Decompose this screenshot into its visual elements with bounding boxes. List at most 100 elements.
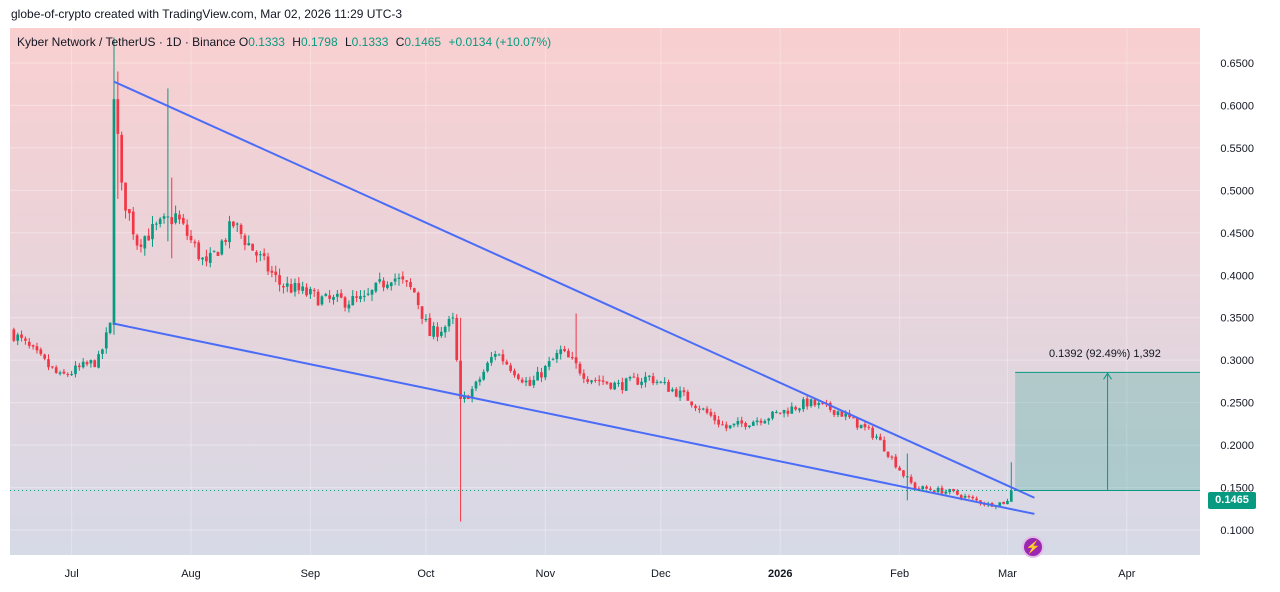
- candle-body: [58, 372, 62, 374]
- candle-body: [532, 380, 536, 386]
- candle: [682, 387, 686, 397]
- y-tick-label: 0.2500: [1220, 398, 1254, 410]
- candle-body: [124, 182, 127, 211]
- price-scale[interactable]: 0.1000 0.1500 0.2000 0.2500 0.3000 0.3500 0.40…: [1220, 28, 1254, 537]
- candle: [570, 351, 574, 360]
- candle-body: [324, 293, 328, 296]
- candle-body: [266, 256, 270, 272]
- candle: [301, 281, 305, 294]
- y-tick-label: 0.6500: [1220, 58, 1254, 70]
- candle-body: [239, 224, 243, 235]
- candle-body: [682, 390, 686, 393]
- candle-body: [382, 280, 385, 288]
- candle-body: [647, 375, 651, 377]
- price-scale-background[interactable]: [1200, 28, 1280, 555]
- candle: [20, 330, 23, 342]
- candle-body: [701, 408, 705, 410]
- candle: [813, 399, 817, 408]
- candle: [636, 373, 640, 386]
- candle: [428, 313, 432, 337]
- candle-body: [859, 424, 863, 429]
- candle: [339, 289, 343, 299]
- candle-body: [116, 99, 120, 134]
- candle: [755, 417, 759, 426]
- candle: [174, 205, 177, 225]
- candle-body: [447, 318, 451, 327]
- price-chart[interactable]: 0.1000 0.1500 0.2000 0.2500 0.3000 0.3500 0.40…: [0, 28, 1280, 592]
- candle-body: [963, 495, 967, 498]
- candle: [836, 410, 840, 418]
- y-tick-label: 0.1000: [1220, 525, 1254, 537]
- candle-body: [563, 348, 566, 352]
- candle-body: [459, 360, 462, 399]
- candle-body: [709, 412, 713, 416]
- y-tick-label: 0.3000: [1220, 355, 1254, 367]
- candle: [971, 495, 975, 500]
- candle-body: [232, 221, 235, 227]
- candle: [135, 233, 139, 250]
- candle: [898, 465, 901, 471]
- candle: [343, 295, 347, 312]
- candle-body: [359, 296, 362, 299]
- candle-body: [759, 420, 763, 423]
- candle: [362, 290, 366, 302]
- candle-body: [536, 371, 539, 381]
- candle-body: [189, 235, 193, 241]
- candle-body: [224, 240, 228, 242]
- candle-body: [293, 282, 297, 292]
- candle: [351, 290, 355, 306]
- candle-body: [174, 213, 177, 223]
- candle-body: [220, 240, 224, 255]
- candle-body: [12, 329, 16, 341]
- candle: [335, 289, 339, 302]
- candle-body: [559, 349, 563, 355]
- candle-body: [713, 414, 717, 421]
- candle-body: [798, 408, 801, 411]
- candle: [486, 361, 489, 373]
- candle-body: [347, 304, 351, 309]
- candle: [782, 409, 786, 418]
- candle-body: [594, 380, 597, 382]
- candle-body: [786, 410, 790, 414]
- candle: [401, 271, 405, 284]
- candle-body: [547, 361, 551, 367]
- candle: [771, 411, 774, 421]
- trendlines[interactable]: [113, 80, 1035, 515]
- candle-body: [517, 374, 520, 379]
- time-scale-background[interactable]: [0, 555, 1280, 592]
- candle-body: [289, 284, 293, 293]
- candle-body: [486, 362, 489, 372]
- time-scale[interactable]: Jul Aug Sep Oct Nov Dec 2026 Feb Mar Apr: [65, 568, 1136, 580]
- lightning-bolt-icon[interactable]: ⚡: [1022, 536, 1044, 558]
- candle: [574, 313, 578, 369]
- candle: [108, 322, 112, 335]
- measure-tool[interactable]: [1015, 371, 1200, 492]
- candle-body: [952, 489, 955, 492]
- candle: [882, 436, 886, 452]
- candle: [405, 279, 409, 287]
- candle-body: [890, 456, 894, 458]
- candle-body: [879, 436, 882, 441]
- candle-body: [721, 424, 724, 426]
- candle-body: [813, 399, 817, 406]
- x-tick-label: Oct: [417, 568, 434, 580]
- candle-body: [555, 353, 559, 360]
- candle: [43, 353, 47, 361]
- candle-body: [582, 373, 586, 379]
- x-tick-label: 2026: [768, 568, 792, 580]
- candle: [374, 282, 378, 294]
- candle-body: [443, 326, 447, 333]
- candle-body: [671, 389, 674, 392]
- candle-body: [362, 295, 366, 297]
- legend-low: 0.1333: [351, 35, 389, 49]
- candle: [632, 372, 636, 378]
- candle: [139, 239, 143, 253]
- candle: [58, 370, 62, 376]
- x-tick-label: Feb: [890, 568, 909, 580]
- candle: [27, 337, 31, 349]
- candle-body: [420, 306, 424, 319]
- candle-body: [27, 341, 31, 346]
- candle: [70, 370, 73, 376]
- candle: [255, 250, 258, 263]
- candle-body: [85, 362, 89, 365]
